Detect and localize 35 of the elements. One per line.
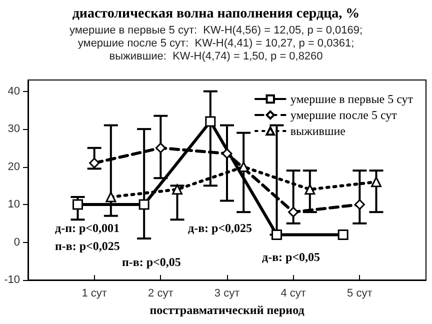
x-tick-label: 1 сут (82, 288, 107, 300)
annotation: п-в: p<0,025 (55, 239, 120, 253)
point (272, 229, 282, 240)
y-tick-label: 10 (8, 198, 20, 211)
point (354, 199, 365, 210)
y-tick-label: -10 (4, 274, 20, 286)
y-tick-label: 0 (14, 236, 20, 248)
annotation: д-в: p<0,05 (262, 250, 320, 264)
x-tick-label: 4 сут (280, 288, 306, 300)
point (304, 184, 316, 195)
x-tick-label: 2 сут (148, 288, 174, 300)
annotation: п-в: p<0,05 (122, 255, 181, 269)
annotation: д-в: p<0,025 (188, 221, 252, 235)
legend-label: умершие после 5 сут (290, 108, 398, 122)
point (106, 192, 116, 202)
x-tick-label: 3 сут (214, 288, 240, 300)
point (89, 158, 100, 168)
point (155, 142, 166, 154)
y-tick-label: 40 (8, 85, 20, 98)
point (371, 176, 382, 188)
y-tick-label: 20 (8, 160, 20, 173)
point (172, 184, 182, 195)
chart-title: диастолическая волна наполнения сердца, % (72, 6, 360, 22)
x-axis-title: посттравматический период (150, 303, 304, 317)
point (72, 199, 83, 210)
point (205, 116, 216, 127)
legend-label: выжившие (290, 124, 346, 138)
point (138, 199, 150, 210)
legend-label: умершие в первые 5 сут (290, 92, 414, 106)
y-tick-label: 30 (8, 123, 20, 136)
annotation: д-п: p<0,001 (55, 221, 120, 235)
point (288, 206, 299, 218)
x-tick-label: 5 сут (347, 288, 372, 300)
chart-subtitle: умершие в первые 5 сут: KW-H(4,56) = 12,05, p = 0,0169; умершие после 5 сут: KW-H(4,41) = 10,27, p = 0,0361; выжившие: KW-H(4,74) = 1,50, p = 0,8260 (69, 24, 363, 62)
point (338, 229, 348, 240)
